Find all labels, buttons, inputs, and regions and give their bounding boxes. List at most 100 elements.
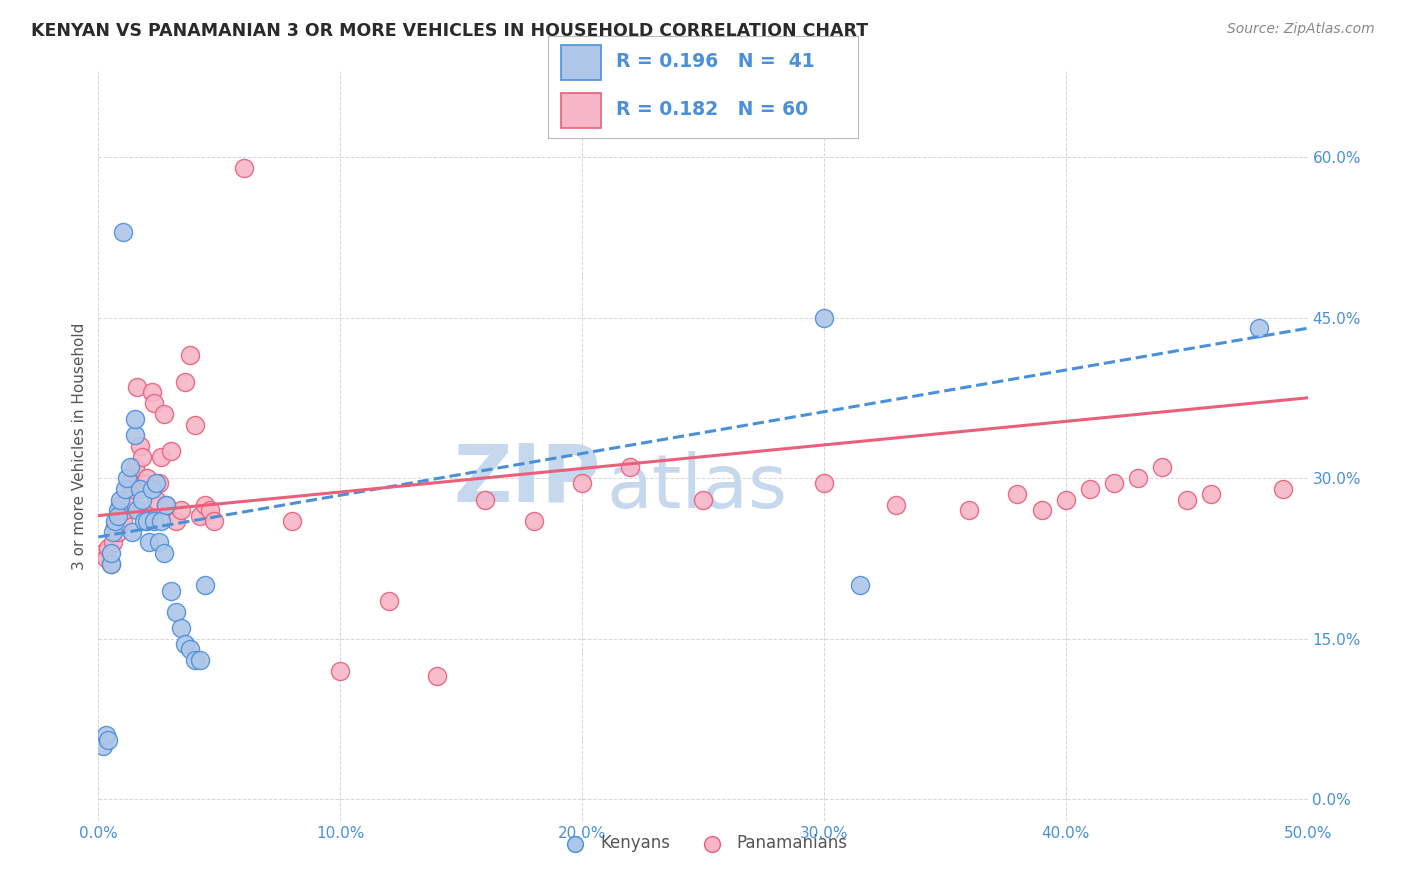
Point (165, 605, 187, 619)
Point (94, 551, 117, 566)
Point (107, 524, 129, 539)
Point (165, 514, 187, 528)
Point (377, 594, 399, 608)
Point (194, 578, 217, 592)
Point (143, 514, 166, 528)
Point (111, 225, 134, 239)
Point (174, 375, 197, 389)
Point (184, 417, 207, 432)
Point (145, 492, 167, 507)
Point (152, 407, 174, 421)
Point (179, 642, 201, 657)
Point (101, 524, 124, 539)
Point (118, 476, 141, 491)
Point (97, 541, 120, 555)
Point (148, 476, 170, 491)
Point (114, 503, 136, 517)
Point (128, 439, 150, 453)
Legend: Kenyans, Panamanians: Kenyans, Panamanians (551, 828, 855, 859)
Point (108, 498, 131, 512)
Text: R = 0.182   N = 60: R = 0.182 N = 60 (616, 100, 808, 119)
Point (111, 514, 134, 528)
Point (135, 471, 157, 485)
Point (107, 503, 129, 517)
Point (329, 664, 352, 678)
Point (108, 492, 131, 507)
Point (127, 503, 149, 517)
Point (813, 310, 835, 325)
Point (179, 348, 201, 362)
Point (426, 669, 449, 683)
Point (100, 557, 122, 571)
Text: ZIP: ZIP (453, 441, 600, 519)
Point (117, 471, 139, 485)
Point (104, 514, 127, 528)
Point (135, 514, 157, 528)
Point (692, 492, 714, 507)
Point (571, 476, 593, 491)
Point (131, 492, 153, 507)
Text: R = 0.196   N =  41: R = 0.196 N = 41 (616, 53, 815, 71)
Point (143, 396, 166, 410)
Point (169, 503, 191, 517)
Point (101, 535, 124, 549)
Point (523, 514, 546, 528)
Point (100, 557, 122, 571)
Point (100, 546, 122, 560)
Point (813, 476, 835, 491)
Point (155, 498, 177, 512)
Point (1102, 476, 1125, 491)
Point (124, 428, 146, 442)
Point (1054, 492, 1077, 507)
Point (188, 653, 211, 667)
Point (160, 444, 183, 458)
Point (145, 476, 167, 491)
Point (174, 637, 197, 651)
Point (232, 161, 254, 175)
Point (194, 498, 217, 512)
Point (97, 733, 120, 747)
Point (104, 519, 127, 533)
Text: Source: ZipAtlas.com: Source: ZipAtlas.com (1227, 22, 1375, 37)
Point (1249, 321, 1271, 335)
Point (114, 482, 136, 496)
Point (117, 492, 139, 507)
Point (131, 450, 153, 464)
Point (1152, 460, 1174, 475)
Point (204, 514, 226, 528)
Text: KENYAN VS PANAMANIAN 3 OR MORE VEHICLES IN HOUSEHOLD CORRELATION CHART: KENYAN VS PANAMANIAN 3 OR MORE VEHICLES … (31, 22, 868, 40)
Point (155, 498, 177, 512)
Point (121, 482, 143, 496)
Point (188, 508, 211, 523)
FancyBboxPatch shape (561, 45, 600, 79)
Point (141, 482, 163, 496)
Point (107, 508, 129, 523)
Y-axis label: 3 or more Vehicles in Household: 3 or more Vehicles in Household (72, 322, 87, 570)
Point (160, 583, 183, 598)
Point (91, 739, 114, 753)
Point (138, 508, 160, 523)
Point (138, 535, 160, 549)
Point (128, 482, 150, 496)
Point (1272, 482, 1295, 496)
Point (619, 460, 641, 475)
FancyBboxPatch shape (561, 93, 600, 128)
Point (474, 492, 496, 507)
Point (134, 514, 156, 528)
Point (184, 653, 207, 667)
Point (94, 728, 117, 742)
Point (1031, 503, 1053, 517)
Point (118, 460, 141, 475)
Point (1175, 492, 1198, 507)
Point (121, 524, 143, 539)
Point (152, 546, 174, 560)
Point (141, 385, 163, 400)
Point (169, 621, 191, 635)
Point (957, 503, 980, 517)
Point (1078, 482, 1101, 496)
Point (150, 450, 173, 464)
Point (134, 476, 156, 491)
Point (91, 546, 114, 560)
Point (281, 514, 304, 528)
Point (124, 412, 146, 426)
